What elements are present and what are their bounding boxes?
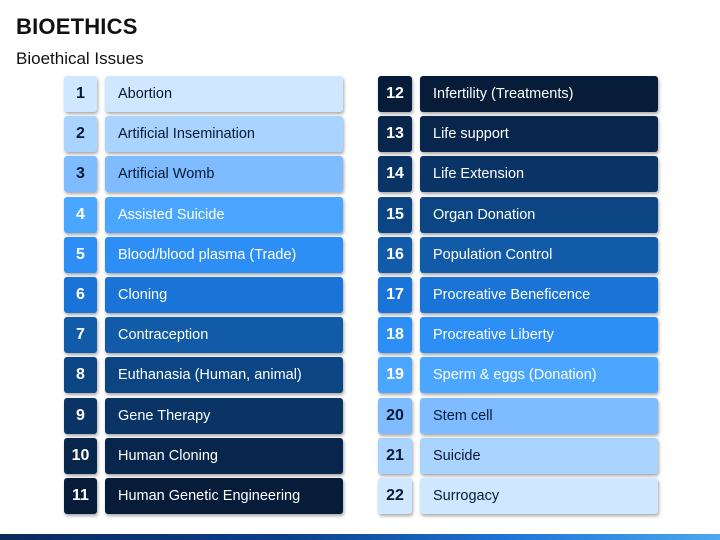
issue-label: Artificial Womb (105, 156, 343, 193)
issue-label: Population Control (420, 236, 658, 273)
issues-list-right: 12 Infertility (Treatments) 13 Life support… (378, 76, 658, 518)
issue-row: 4 Assisted Suicide (64, 196, 343, 233)
issue-row: 16 Population Control (378, 236, 658, 273)
issue-row: 17 Procreative Beneficence (378, 276, 658, 313)
issue-row: 21 Suicide (378, 437, 658, 474)
issue-label: Surrogacy (420, 477, 658, 514)
issue-number-badge: 16 (378, 236, 412, 273)
issue-number-badge: 14 (378, 156, 412, 193)
issue-label: Stem cell (420, 397, 658, 434)
issue-row: 14 Life Extension (378, 156, 658, 193)
issue-row: 11 Human Genetic Engineering (64, 477, 343, 514)
issue-number-badge: 3 (64, 156, 97, 193)
issue-label: Life Extension (420, 156, 658, 193)
issue-label: Infertility (Treatments) (420, 76, 658, 112)
issue-number-badge: 20 (378, 397, 412, 434)
issue-row: 6 Cloning (64, 276, 343, 313)
issue-number-badge: 4 (64, 196, 97, 233)
issue-number-badge: 8 (64, 357, 97, 394)
issue-row: 19 Sperm & eggs (Donation) (378, 357, 658, 394)
issue-label: Organ Donation (420, 196, 658, 233)
issues-list-left: 1 Abortion 2 Artificial Insemination 3 Artifi… (64, 76, 343, 518)
issue-row: 3 Artificial Womb (64, 156, 343, 193)
issue-row: 12 Infertility (Treatments) (378, 76, 658, 112)
issue-row: 9 Gene Therapy (64, 397, 343, 434)
issue-number-badge: 12 (378, 76, 412, 112)
issue-label: Procreative Liberty (420, 317, 658, 354)
issue-number-badge: 5 (64, 236, 97, 273)
issue-row: 7 Contraception (64, 317, 343, 354)
issue-label: Procreative Beneficence (420, 276, 658, 313)
issue-label: Human Cloning (105, 437, 343, 474)
issue-number-badge: 21 (378, 437, 412, 474)
issue-label: Euthanasia (Human, animal) (105, 357, 343, 394)
issue-number-badge: 1 (64, 76, 97, 112)
issue-row: 20 Stem cell (378, 397, 658, 434)
issue-row: 18 Procreative Liberty (378, 317, 658, 354)
issue-label: Artificial Insemination (105, 116, 343, 153)
footer-gradient-bar (0, 534, 720, 540)
slide-title: BIOETHICS (16, 14, 138, 39)
issue-row: 10 Human Cloning (64, 437, 343, 474)
issue-number-badge: 10 (64, 437, 97, 474)
issue-number-badge: 6 (64, 276, 97, 313)
issue-number-badge: 15 (378, 196, 412, 233)
issue-number-badge: 11 (64, 477, 97, 514)
issue-label: Assisted Suicide (105, 196, 343, 233)
issue-label: Cloning (105, 276, 343, 313)
issue-row: 2 Artificial Insemination (64, 116, 343, 153)
issue-label: Life support (420, 116, 658, 153)
issue-number-badge: 9 (64, 397, 97, 434)
issue-number-badge: 13 (378, 116, 412, 153)
issue-row: 1 Abortion (64, 76, 343, 112)
issue-row: 8 Euthanasia (Human, animal) (64, 357, 343, 394)
issue-row: 13 Life support (378, 116, 658, 153)
issue-number-badge: 22 (378, 477, 412, 514)
issue-label: Sperm & eggs (Donation) (420, 357, 658, 394)
issue-number-badge: 7 (64, 317, 97, 354)
issue-label: Contraception (105, 317, 343, 354)
issue-label: Blood/blood plasma (Trade) (105, 236, 343, 273)
issue-label: Suicide (420, 437, 658, 474)
issue-number-badge: 19 (378, 357, 412, 394)
issue-row: 22 Surrogacy (378, 477, 658, 514)
issue-row: 5 Blood/blood plasma (Trade) (64, 236, 343, 273)
issue-number-badge: 2 (64, 116, 97, 153)
issue-label: Human Genetic Engineering (105, 477, 343, 514)
slide-subtitle: Bioethical Issues (16, 49, 144, 68)
issue-number-badge: 18 (378, 317, 412, 354)
issue-label: Gene Therapy (105, 397, 343, 434)
issue-number-badge: 17 (378, 276, 412, 313)
issue-row: 15 Organ Donation (378, 196, 658, 233)
issue-label: Abortion (105, 76, 343, 112)
